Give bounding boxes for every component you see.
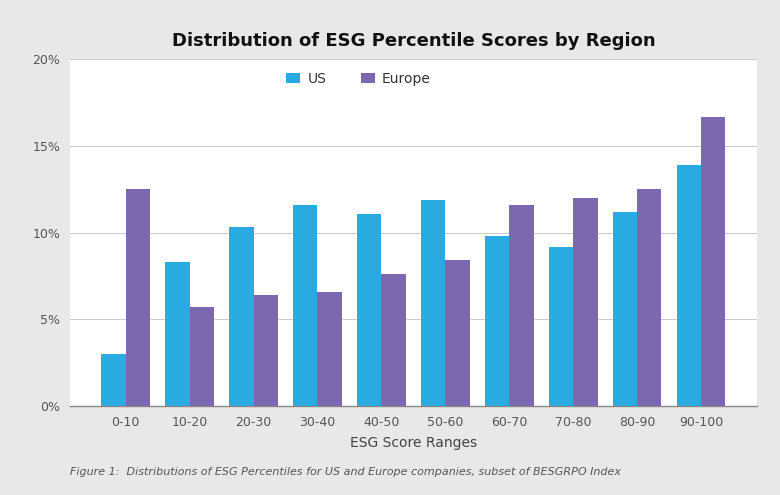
Text: Figure 1:  Distributions of ESG Percentiles for US and Europe companies, subset : Figure 1: Distributions of ESG Percentil… xyxy=(70,467,621,477)
Bar xyxy=(613,212,637,406)
Bar xyxy=(254,295,278,406)
Bar xyxy=(421,199,445,406)
Bar xyxy=(229,228,254,406)
Bar xyxy=(573,198,597,406)
Bar xyxy=(357,214,381,406)
Bar xyxy=(637,189,661,406)
Bar xyxy=(101,354,126,406)
Bar xyxy=(381,274,406,406)
Bar xyxy=(701,116,725,406)
Bar xyxy=(445,260,470,406)
Bar xyxy=(677,165,701,406)
Bar xyxy=(549,247,573,406)
Bar xyxy=(126,189,150,406)
Legend: US, Europe: US, Europe xyxy=(281,66,436,92)
Bar xyxy=(293,205,317,406)
Title: Distribution of ESG Percentile Scores by Region: Distribution of ESG Percentile Scores by… xyxy=(172,32,655,50)
Bar xyxy=(165,262,190,406)
Bar xyxy=(509,205,534,406)
Bar xyxy=(317,292,342,406)
X-axis label: ESG Score Ranges: ESG Score Ranges xyxy=(350,436,477,449)
Bar xyxy=(190,307,214,406)
Bar xyxy=(485,236,509,406)
